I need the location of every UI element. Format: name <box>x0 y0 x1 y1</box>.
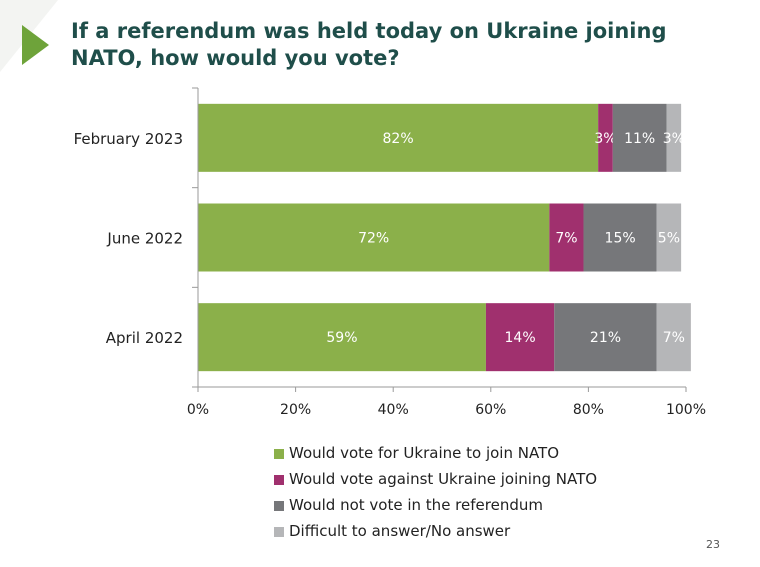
legend-label: Would not vote in the referendum <box>289 496 543 514</box>
legend-swatch <box>274 527 284 537</box>
stacked-bar-chart: 82% 3% 11% 3% February 2023 72% 7% 15% 5% June 20… <box>74 87 706 418</box>
bar-segment <box>485 303 555 372</box>
legend-swatch <box>274 475 284 485</box>
bar-segment <box>612 103 667 172</box>
category-label: April 2022 <box>106 329 183 347</box>
bar-segment <box>198 303 486 372</box>
data-label: 7% <box>663 330 685 346</box>
bar-segment <box>549 203 584 272</box>
x-tick-label: 100% <box>666 402 706 418</box>
bar-segment <box>198 103 599 172</box>
data-label: 59% <box>326 330 357 346</box>
category-label: February 2023 <box>74 130 183 148</box>
data-label: 14% <box>505 330 536 346</box>
bar-segment <box>598 103 613 172</box>
x-tick-label: 80% <box>573 402 604 418</box>
legend-label: Would vote against Ukraine joining NATO <box>289 470 598 488</box>
bar-segment <box>656 203 682 272</box>
page-number: 23 <box>706 538 720 551</box>
x-tick-label: 60% <box>475 402 506 418</box>
legend-swatch <box>274 501 284 511</box>
bar-segment <box>554 303 657 372</box>
arrow-icon <box>22 25 49 65</box>
data-label: 11% <box>624 131 655 147</box>
legend-swatch <box>274 449 284 459</box>
bar-segment <box>666 103 682 172</box>
chart-title: If a referendum was held today on Ukrain… <box>71 19 667 70</box>
data-label: 3% <box>594 131 616 147</box>
legend-label: Difficult to answer/No answer <box>289 522 511 540</box>
bar-segment <box>198 203 550 272</box>
data-label: 82% <box>383 131 414 147</box>
data-label: 5% <box>658 231 680 247</box>
bar-segment <box>583 203 657 272</box>
legend-label: Would vote for Ukraine to join NATO <box>289 444 560 462</box>
category-label: June 2022 <box>106 230 183 248</box>
data-label: 7% <box>555 231 577 247</box>
x-tick-label: 20% <box>280 402 311 418</box>
data-label: 21% <box>590 330 621 346</box>
x-tick-label: 0% <box>187 402 209 418</box>
data-label: 3% <box>663 131 685 147</box>
data-label: 15% <box>605 231 636 247</box>
x-tick-label: 40% <box>378 402 409 418</box>
bar-segment <box>656 303 691 372</box>
data-label: 72% <box>358 231 389 247</box>
